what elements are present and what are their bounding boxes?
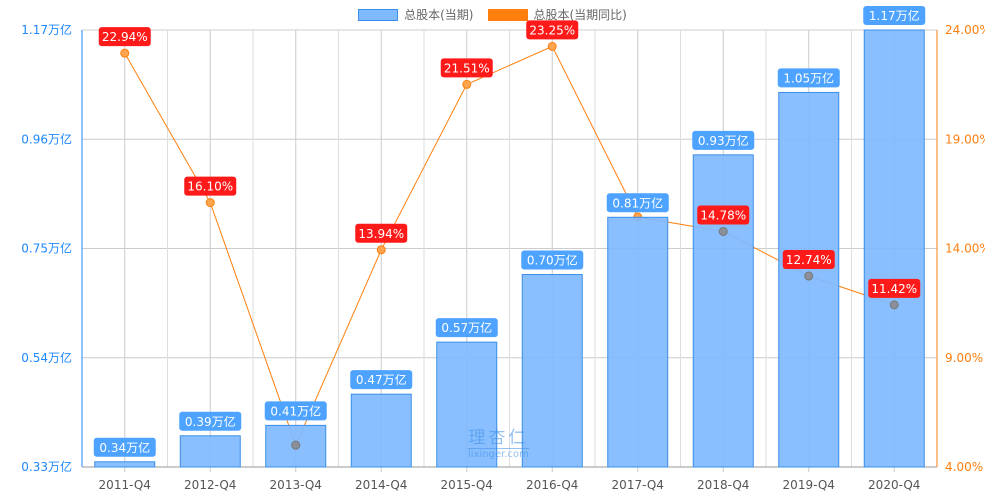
watermark-cn: 理杏仁 (468, 428, 529, 449)
x-tick-label: 2017-Q4 (612, 478, 664, 492)
bar-data-label: 0.34万亿 (99, 440, 150, 455)
legend-swatch-bar (358, 8, 399, 21)
legend-item-bar[interactable]: 总股本(当期) (358, 6, 474, 23)
line-data-label: 22.94% (102, 30, 148, 44)
bar-data-label: 0.70万亿 (527, 253, 578, 268)
bar-label-bg (606, 193, 669, 213)
x-tick-label: 2016-Q4 (526, 478, 578, 492)
bar-label-bg (179, 411, 242, 431)
y-left-tick-label: 0.96万亿 (21, 131, 72, 146)
line-label-bg (184, 176, 237, 196)
legend-label: 总股本(当期同比) (533, 8, 627, 22)
x-tick-label: 2018-Q4 (697, 478, 749, 492)
line-point-muted (718, 226, 728, 236)
bar (521, 274, 583, 468)
line-point (205, 198, 215, 208)
line-point (547, 41, 557, 51)
y-left-tick-label: 0.75万亿 (21, 241, 72, 256)
bar (350, 393, 412, 468)
x-tick-label: 2015-Q4 (441, 478, 493, 492)
bar (94, 461, 156, 468)
line-point-muted (889, 300, 899, 310)
bar-label-bg (350, 370, 413, 390)
line-point-muted (291, 440, 301, 450)
line-data-label: 13.94% (358, 227, 404, 241)
legend: 总股本(当期) 总股本(当期同比) (0, 6, 985, 23)
line-point (462, 79, 472, 89)
line-label-bg (440, 58, 493, 78)
x-tick-label: 2013-Q4 (270, 478, 322, 492)
bar-data-label: 0.39万亿 (185, 414, 236, 429)
line-point (120, 48, 130, 58)
y-left-tick-label: 0.54万亿 (21, 350, 72, 365)
line-data-label: 16.10% (187, 180, 233, 194)
x-tick-label: 2011-Q4 (99, 478, 151, 492)
bar-label-bg (264, 401, 327, 421)
y-right-tick-label: 19.00% (945, 132, 985, 146)
line-label-bg (526, 20, 579, 40)
line-label-bg (697, 205, 750, 225)
x-tick-label: 2019-Q4 (783, 478, 835, 492)
bar-label-bg (777, 68, 840, 88)
x-tick-label: 2020-Q4 (868, 478, 920, 492)
line-data-label: 12.74% (786, 253, 832, 267)
line-label-bg (98, 27, 151, 47)
bar-data-label: 0.81万亿 (612, 195, 663, 210)
bar (179, 435, 241, 468)
bar-label-bg (93, 437, 156, 457)
bar-label-bg (435, 318, 498, 338)
line-data-label: 14.78% (700, 208, 746, 222)
bar (863, 29, 925, 468)
bar-label-bg (692, 130, 755, 150)
bar-data-label: 1.17万亿 (869, 8, 920, 23)
legend-item-line[interactable]: 总股本(当期同比) (487, 6, 627, 23)
y-right-tick-label: 4.00% (945, 460, 983, 474)
y-right-tick-label: 14.00% (945, 242, 985, 256)
line-label-bg (782, 250, 835, 270)
bar (692, 154, 754, 468)
bar-label-bg (521, 250, 584, 270)
legend-label: 总股本(当期) (404, 8, 474, 22)
y-right-tick-label: 24.00% (945, 23, 985, 37)
x-tick-label: 2014-Q4 (355, 478, 407, 492)
y-left-tick-label: 0.33万亿 (21, 459, 72, 474)
bar-data-label: 1.05万亿 (783, 70, 834, 85)
bar-data-label: 0.93万亿 (698, 133, 749, 148)
y-right-tick-label: 9.00% (945, 351, 983, 365)
bar-label-bg (863, 6, 926, 25)
line-point-muted (804, 271, 814, 281)
bar-data-label: 0.41万亿 (270, 403, 321, 418)
x-tick-label: 2012-Q4 (184, 478, 236, 492)
watermark: 理杏仁 lixinger.com (468, 428, 529, 460)
watermark-en: lixinger.com (468, 449, 529, 460)
line-point (376, 245, 386, 255)
bar (607, 216, 669, 468)
line-label-bg (355, 223, 408, 243)
legend-swatch-line (487, 8, 528, 21)
line-label-bg (868, 278, 921, 298)
bar-data-label: 0.47万亿 (356, 372, 407, 387)
y-left-tick-label: 1.17万亿 (21, 22, 72, 37)
line-data-label: 11.42% (871, 282, 917, 296)
line-series (124, 45, 895, 447)
bar-data-label: 0.57万亿 (441, 320, 492, 335)
line-data-label: 21.51% (444, 61, 490, 75)
bar (436, 341, 498, 468)
line-data-label: 23.25% (529, 23, 575, 37)
